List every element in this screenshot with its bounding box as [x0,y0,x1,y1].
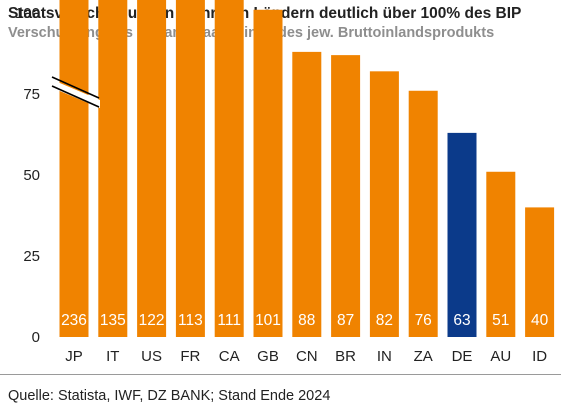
bar-chart: 0255075100125150 23613512211311110188878… [15,0,555,365]
y-tick-label: 0 [32,329,40,346]
y-axis: 0255075100125150 [15,5,40,346]
chart-subtitle: Verschuldung des Gesamtstaates in % des … [8,25,495,41]
y-tick-label: 50 [23,167,40,184]
footer-divider [0,374,561,375]
value-label-in: 82 [376,312,393,329]
x-tick-label-za: ZA [414,348,433,365]
bar-cn [292,51,322,337]
bar-ca [214,0,244,338]
value-labels: 236 135 122 113 111 101 88 87 82 76 63 51 40 [61,312,549,329]
axis-break-line [51,85,100,108]
axis-break-line [51,76,100,99]
y-tick-label: 25 [23,248,40,265]
bar-de [447,132,477,337]
bar-in [369,71,399,337]
value-label-fr: 113 [178,312,203,329]
x-tick-label-au: AU [490,348,511,365]
bar-us [137,0,167,337]
value-label-us: 122 [139,312,165,329]
axis-break-mark [48,76,100,108]
value-label-cn: 88 [298,312,315,329]
value-label-za: 76 [415,312,432,329]
x-tick-label-it: IT [106,348,119,365]
value-label-id: 40 [531,312,549,329]
bar-id [525,207,555,337]
x-tick-label-de: DE [452,348,473,365]
bar-it [98,0,128,337]
bar-jp [59,0,89,337]
x-tick-label-ca: CA [219,348,240,365]
value-label-it: 135 [100,312,126,329]
value-label-jp: 236 [61,312,87,329]
value-label-br: 87 [337,312,354,329]
x-tick-label-gb: GB [257,348,279,365]
source-note: Quelle: Statista, IWF, DZ BANK; Stand En… [8,388,331,404]
bar-au [486,171,516,337]
value-label-gb: 101 [255,312,281,329]
bar-br [331,55,361,338]
x-tick-label-us: US [141,348,162,365]
y-tick-label: 75 [23,86,40,103]
bars [59,0,555,338]
bar-za [408,90,438,337]
x-tick-label-jp: JP [65,348,83,365]
x-tick-label-br: BR [335,348,356,365]
x-tick-label-in: IN [377,348,392,365]
x-axis: JP IT US FR CA GB CN BR IN ZA DE AU ID [65,348,547,365]
value-label-au: 51 [492,312,509,329]
value-label-de: 63 [453,312,470,329]
x-tick-label-fr: FR [180,348,200,365]
value-label-ca: 111 [217,312,241,329]
y-tick-label: 100 [15,5,40,22]
x-tick-label-cn: CN [296,348,318,365]
bar-fr [175,0,205,337]
bar-gb [253,9,283,337]
axis-break-gap [48,78,100,108]
x-tick-label-id: ID [532,348,547,365]
